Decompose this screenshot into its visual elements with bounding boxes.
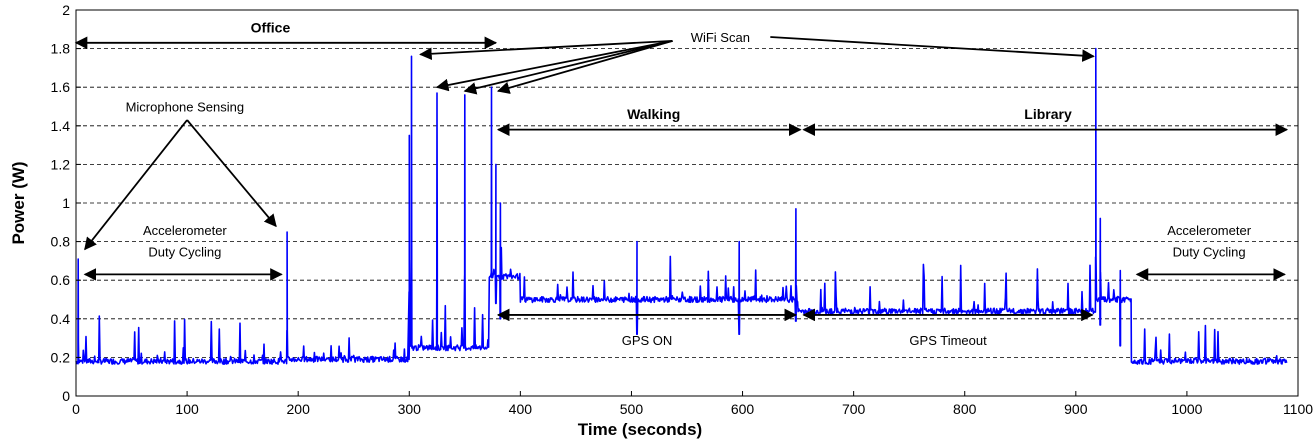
- accel-left-label: Accelerometer: [143, 223, 227, 238]
- y-tick-label: 2: [62, 2, 70, 18]
- x-tick-label: 800: [953, 401, 977, 417]
- x-tick-label: 0: [72, 401, 80, 417]
- x-tick-label: 900: [1064, 401, 1088, 417]
- y-tick-label: 1.2: [51, 156, 71, 172]
- ticks: 0 0.2 0.4 0.6 0.8 1 1.2 1.4 1.6 1.8 2 0 100 200 300 400…: [51, 2, 1314, 417]
- gps-timeout-label: GPS Timeout: [909, 333, 987, 348]
- x-tick-label: 500: [620, 401, 644, 417]
- x-tick-label: 300: [398, 401, 422, 417]
- accel-right-label: Accelerometer: [1167, 223, 1251, 238]
- office-label: Office: [251, 19, 291, 35]
- mic-label: Microphone Sensing: [126, 100, 245, 115]
- x-tick-label: 100: [175, 401, 199, 417]
- wifi-pointer-arrow: [496, 40, 673, 94]
- wifi-label: WiFi Scan: [691, 30, 750, 45]
- wifi-pointer-arrow: [419, 39, 673, 61]
- x-axis-label: Time (seconds): [578, 420, 702, 439]
- x-tick-label: 1100: [1283, 401, 1313, 417]
- x-tick-label: 600: [731, 401, 755, 417]
- mic-pointer-arrow: [186, 119, 277, 228]
- y-tick-label: 1.6: [51, 79, 71, 95]
- annotations: Office Walking Library Accelerometer Duty Cy…: [74, 19, 1289, 348]
- y-tick-label: 0.2: [51, 349, 71, 365]
- x-tick-label: 1000: [1171, 401, 1202, 417]
- y-axis-label: Power (W): [9, 161, 28, 244]
- accel-right-label: Duty Cycling: [1173, 244, 1246, 259]
- library-label: Library: [1024, 106, 1072, 122]
- y-tick-label: 0.6: [51, 272, 71, 288]
- wifi-pointer-arrow: [770, 36, 1095, 62]
- x-tick-label: 400: [509, 401, 533, 417]
- y-tick-label: 1: [62, 195, 70, 211]
- y-tick-label: 1.4: [51, 118, 71, 134]
- walking-label: Walking: [627, 106, 680, 122]
- y-tick-label: 1.8: [51, 41, 71, 57]
- y-tick-label: 0: [62, 388, 70, 404]
- x-tick-label: 700: [842, 401, 866, 417]
- accel-left-label: Duty Cycling: [148, 244, 221, 259]
- x-tick-label: 200: [287, 401, 311, 417]
- wifi-pointer-arrow: [435, 39, 673, 92]
- y-tick-label: 0.4: [51, 311, 71, 327]
- mic-pointer-arrow: [84, 119, 188, 251]
- y-tick-label: 0.8: [51, 234, 71, 250]
- gps-on-label: GPS ON: [622, 333, 673, 348]
